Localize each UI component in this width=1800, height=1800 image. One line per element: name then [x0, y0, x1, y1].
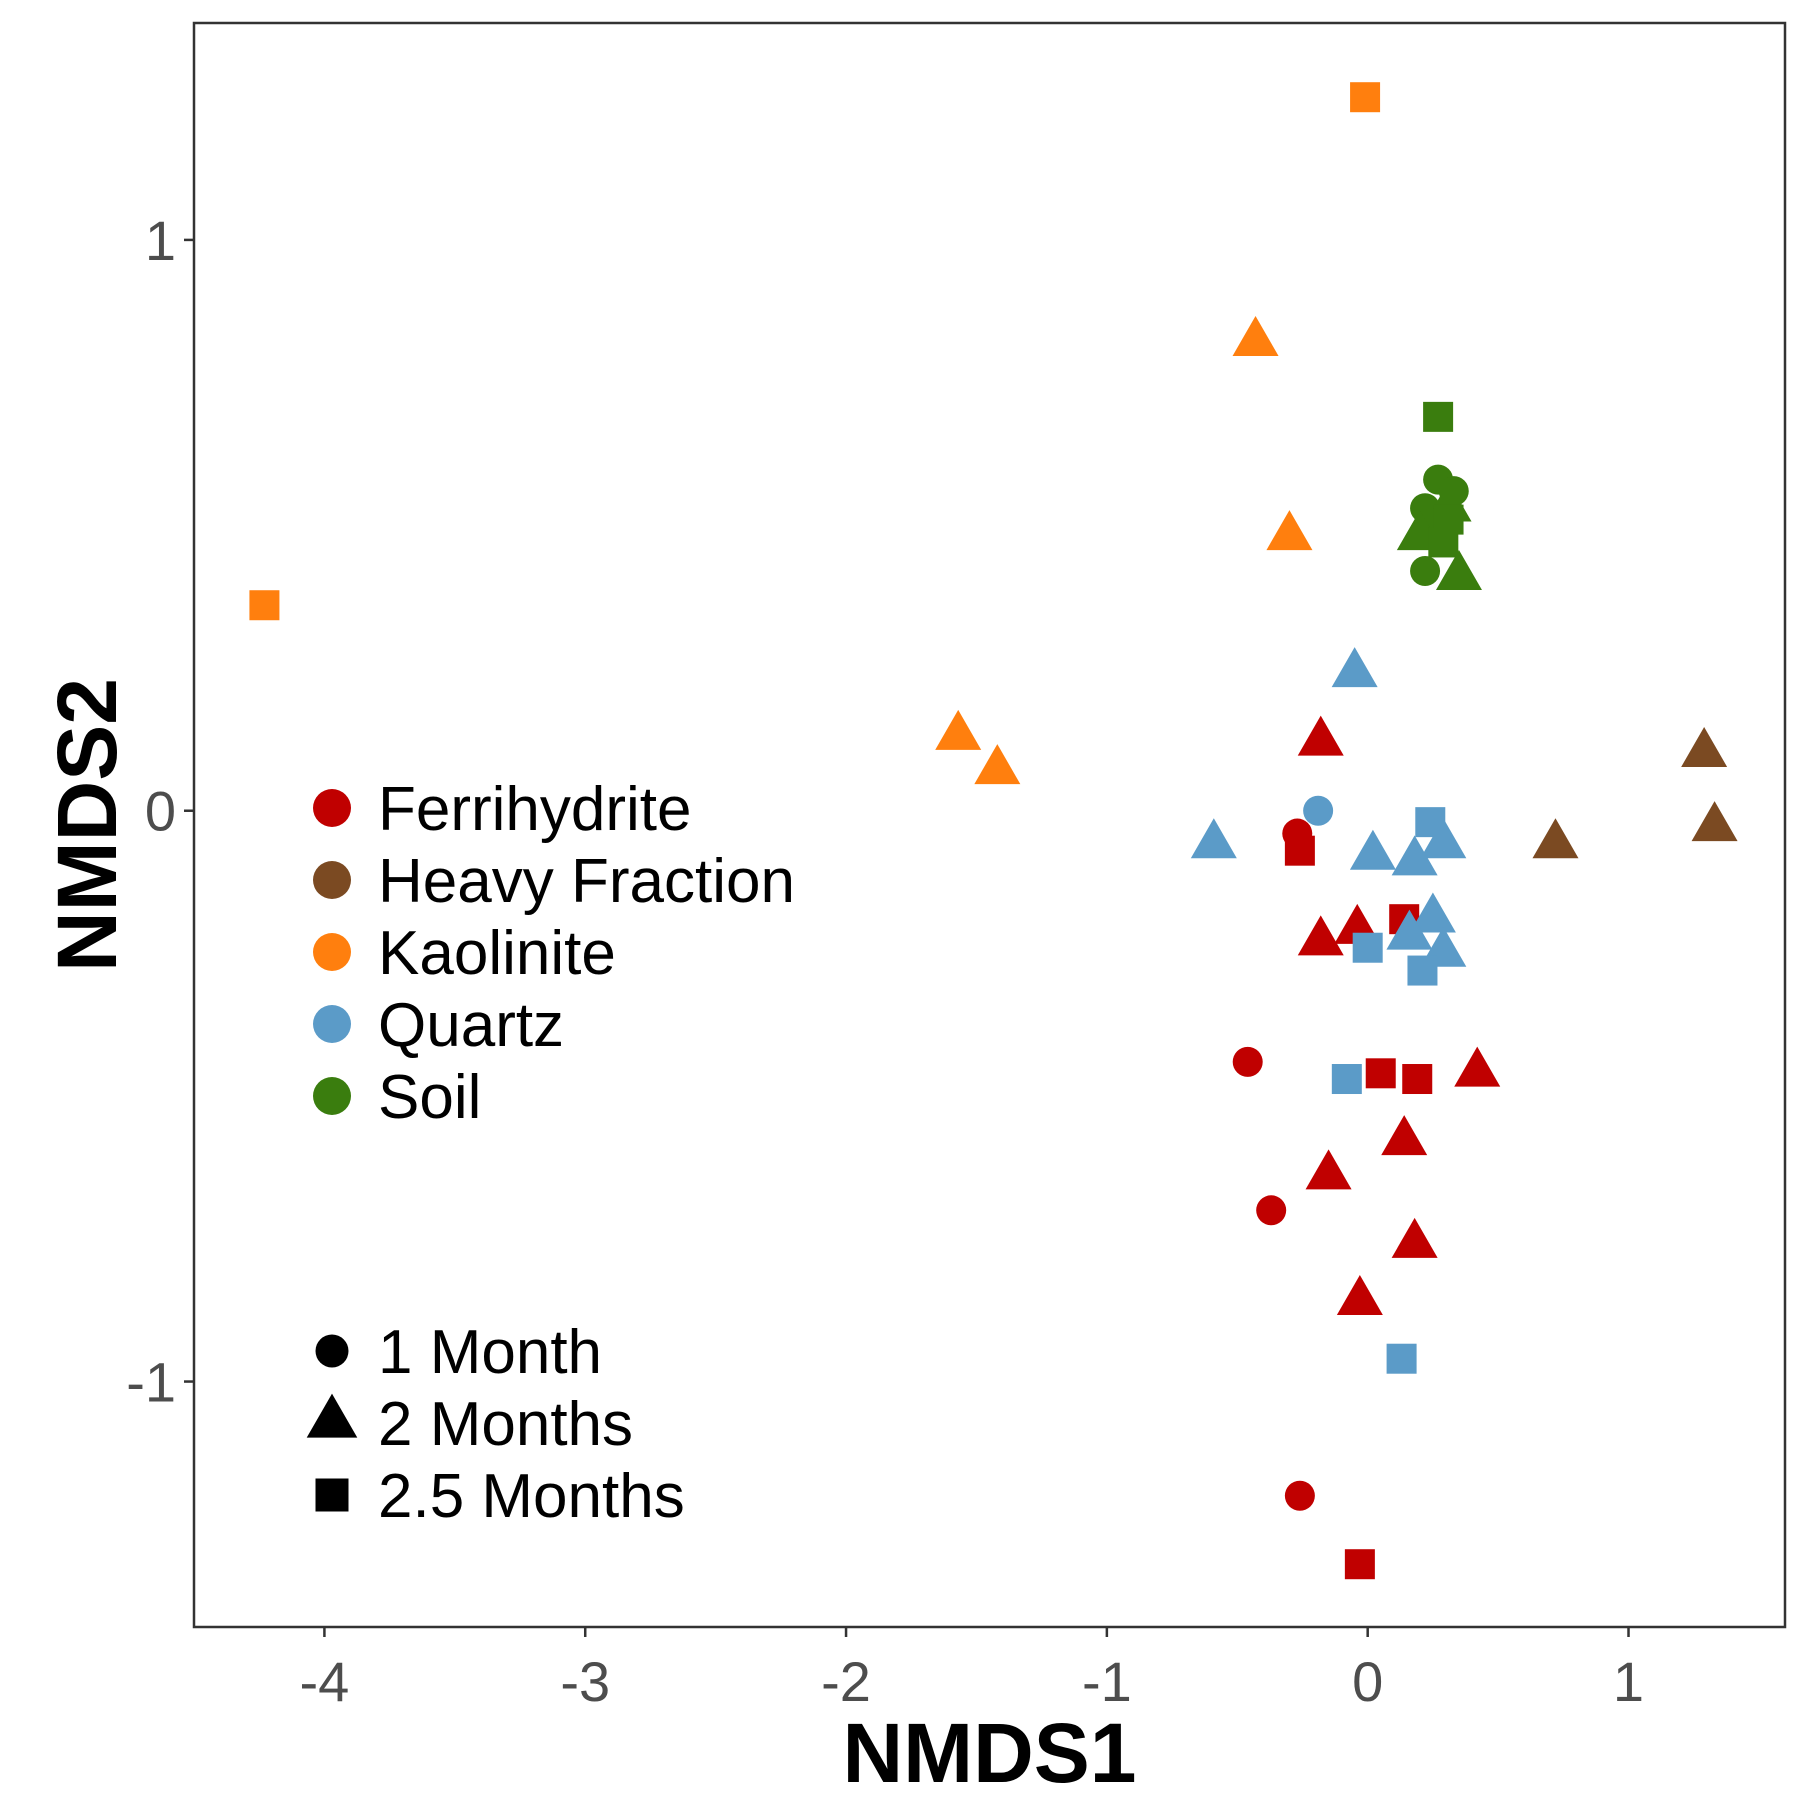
legend-item-label: Soil [378, 1063, 481, 1132]
data-point [1420, 818, 1467, 859]
data-point [1297, 715, 1344, 756]
data-point [1350, 82, 1381, 113]
data-point [1391, 835, 1438, 876]
x-tick-label: -4 [300, 1650, 350, 1713]
legend-key-triangle [306, 1393, 358, 1438]
data-point [1256, 1195, 1287, 1226]
data-point [1303, 795, 1334, 826]
data-point [1336, 1274, 1383, 1315]
series-quartz [1190, 647, 1467, 1374]
data-point [1190, 818, 1237, 859]
data-point [1407, 955, 1438, 986]
y-axis-title: NMDS2 [40, 678, 134, 972]
data-point [1391, 1217, 1438, 1258]
data-point [1428, 527, 1459, 558]
legend-key-square [315, 1478, 349, 1512]
y-tick-label: -1 [126, 1351, 176, 1414]
data-point [1402, 1064, 1433, 1095]
legend-item-label: Kaolinite [378, 919, 616, 988]
series-kaolinite [249, 82, 1381, 785]
x-axis-title: NMDS1 [842, 1706, 1136, 1800]
data-point [1386, 909, 1433, 950]
data-point [1532, 818, 1579, 859]
legend-item-label: 2 Months [378, 1390, 633, 1459]
x-tick-label: -3 [560, 1650, 610, 1713]
legend-key-circle [313, 1077, 351, 1115]
series-soil [1396, 401, 1482, 591]
data-point [1232, 1046, 1263, 1077]
data-point [1305, 1149, 1352, 1190]
data-point [1435, 550, 1482, 591]
data-point [1454, 1046, 1501, 1087]
data-point [1284, 1480, 1315, 1511]
data-point [1331, 647, 1378, 688]
legend-key-circle [315, 1334, 349, 1368]
data-point [1232, 315, 1279, 356]
legend-item-label: Heavy Fraction [378, 847, 795, 916]
data-point [1410, 555, 1441, 586]
data-point [1349, 829, 1396, 870]
legend-item-label: Quartz [378, 991, 564, 1060]
legend-item-label: 1 Month [378, 1318, 602, 1387]
y-tick-label: 1 [145, 209, 176, 272]
legend-key-circle [313, 1005, 351, 1043]
x-tick-label: 1 [1613, 1650, 1644, 1713]
legend-key-circle [313, 861, 351, 899]
plot-area [249, 82, 1738, 1580]
legend-key-circle [313, 789, 351, 827]
data-point [1352, 932, 1383, 963]
data-point [935, 709, 982, 750]
data-point [1386, 1343, 1417, 1374]
data-point [1691, 801, 1738, 842]
data-point [1297, 915, 1344, 956]
legend-key-circle [313, 933, 351, 971]
data-point [1266, 510, 1313, 551]
panel-border [192, 21, 1787, 1629]
y-tick-label: 0 [145, 780, 176, 843]
data-point [1409, 892, 1456, 933]
data-point [1331, 1064, 1362, 1095]
data-point [1423, 401, 1454, 432]
legend-item-label: Ferrihydrite [378, 775, 692, 844]
x-tick-label: 0 [1352, 1650, 1383, 1713]
x-tick-label: -1 [1082, 1650, 1132, 1713]
data-point [1365, 1058, 1396, 1089]
data-point [1344, 1549, 1375, 1580]
data-point [1381, 1115, 1428, 1156]
x-tick-label: -2 [821, 1650, 871, 1713]
data-point [1415, 807, 1446, 838]
series-heavy-fraction [1532, 726, 1738, 859]
legend-item-label: 2.5 Months [378, 1462, 685, 1531]
data-point [1284, 835, 1315, 866]
data-point [249, 590, 280, 621]
data-point [974, 744, 1021, 785]
series-ferrihydrite [1232, 715, 1501, 1580]
data-point [1681, 726, 1728, 767]
axes: -4 -3 -2 -1 0 1 -1 0 1 [126, 209, 1644, 1713]
